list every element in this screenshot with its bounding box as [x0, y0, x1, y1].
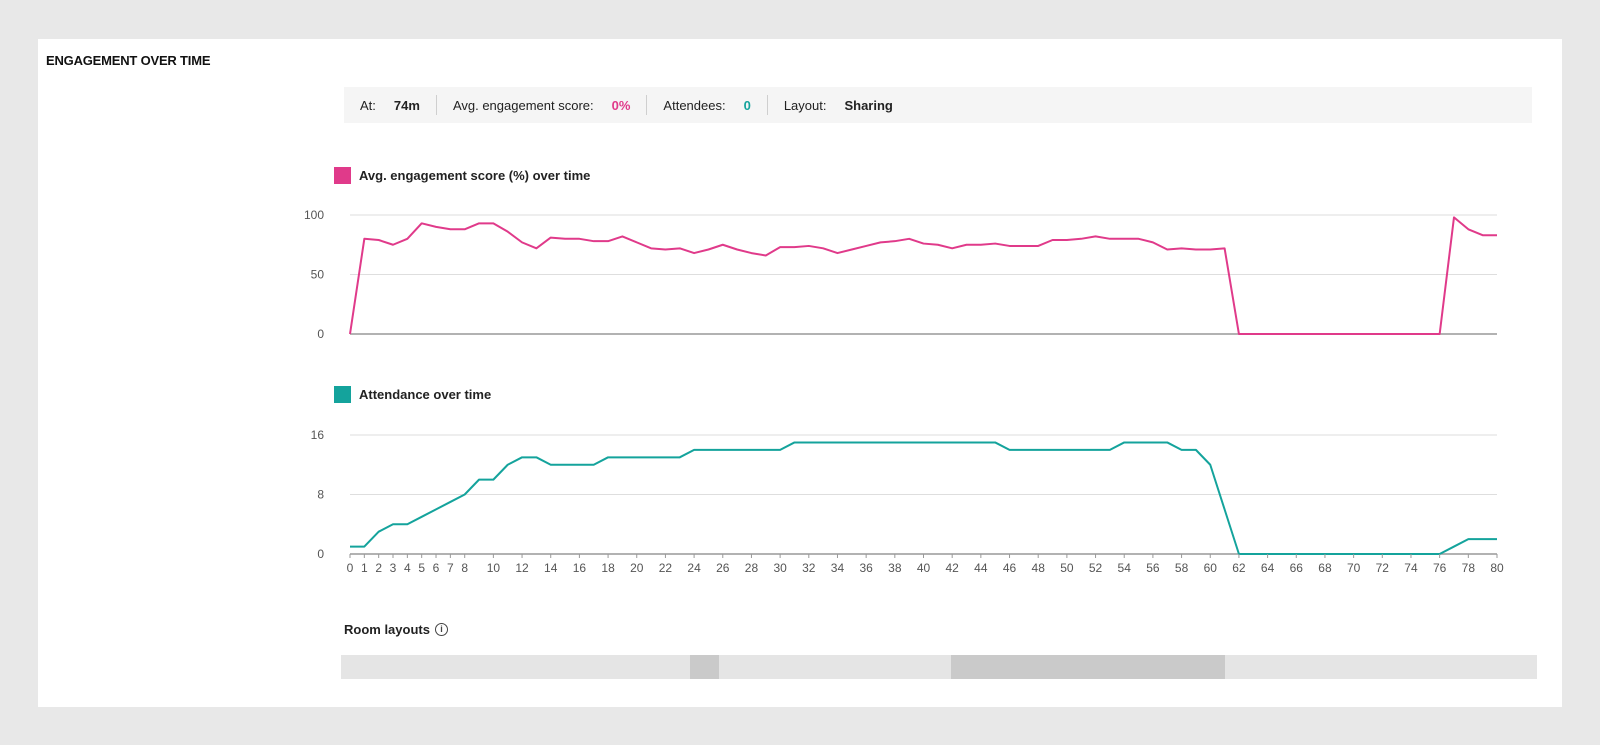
- attendance-x-tick-label: 24: [687, 561, 701, 575]
- attendance-x-tick-label: 66: [1290, 561, 1304, 575]
- attendance-y-tick-label: 8: [317, 488, 324, 502]
- attendance-x-tick-label: 48: [1032, 561, 1046, 575]
- engagement-chart-title: Avg. engagement score (%) over time: [359, 168, 591, 183]
- attendees-value: 0: [743, 97, 751, 113]
- engagement-card: ENGAGEMENT OVER TIME At: 74m Avg. engage…: [38, 39, 1562, 707]
- attendance-x-tick-label: 7: [447, 561, 454, 575]
- attendance-x-tick-label: 72: [1376, 561, 1390, 575]
- score-label: Avg. engagement score:: [452, 97, 594, 113]
- attendance-x-tick-label: 2: [375, 561, 382, 575]
- attendance-x-tick-label: 74: [1404, 561, 1418, 575]
- attendance-x-tick-label: 68: [1318, 561, 1332, 575]
- attendance-x-tick-label: 4: [404, 561, 411, 575]
- attendance-x-tick-label: 3: [390, 561, 397, 575]
- room-layouts-bar[interactable]: [341, 655, 1537, 679]
- attendance-x-tick-label: 78: [1462, 561, 1476, 575]
- attendance-x-tick-label: 10: [487, 561, 501, 575]
- attendance-legend-swatch: [334, 386, 351, 403]
- info-layout: Layout: Sharing: [766, 95, 909, 115]
- attendance-x-tick-label: 8: [461, 561, 468, 575]
- attendance-x-tick-label: 40: [917, 561, 931, 575]
- attendance-x-tick-label: 28: [745, 561, 759, 575]
- attendees-label: Attendees:: [663, 97, 726, 113]
- room-layouts-heading: Room layouts i: [344, 622, 448, 637]
- attendance-x-tick-label: 5: [418, 561, 425, 575]
- info-at: At: 74m: [344, 95, 436, 115]
- attendance-chart-title: Attendance over time: [359, 387, 492, 402]
- attendance-x-tick-label: 20: [630, 561, 644, 575]
- attendance-x-tick-label: 38: [888, 561, 902, 575]
- engagement-legend-swatch: [334, 167, 351, 184]
- attendance-x-tick-label: 22: [659, 561, 673, 575]
- attendance-x-tick-label: 64: [1261, 561, 1275, 575]
- layout-value: Sharing: [844, 97, 893, 113]
- info-icon[interactable]: i: [434, 623, 448, 636]
- engagement-y-tick-label: 50: [311, 268, 325, 282]
- engagement-y-tick-label: 100: [304, 208, 324, 222]
- attendance-x-tick-label: 18: [601, 561, 615, 575]
- info-score: Avg. engagement score: 0%: [435, 95, 646, 115]
- attendance-x-tick-label: 32: [802, 561, 816, 575]
- attendance-x-tick-label: 12: [515, 561, 529, 575]
- attendance-x-tick-label: 16: [573, 561, 587, 575]
- attendance-y-tick-label: 16: [311, 428, 325, 442]
- attendance-x-tick-label: 70: [1347, 561, 1361, 575]
- attendance-series-line: [350, 441, 1497, 555]
- room-layout-segment[interactable]: [950, 655, 1225, 679]
- attendance-x-tick-label: 6: [433, 561, 440, 575]
- attendance-x-tick-label: 52: [1089, 561, 1103, 575]
- attendance-x-tick-label: 80: [1490, 561, 1504, 575]
- attendance-x-tick-label: 54: [1118, 561, 1132, 575]
- attendance-x-tick-label: 76: [1433, 561, 1447, 575]
- engagement-y-tick-label: 0: [317, 327, 324, 341]
- engagement-series-line: [349, 216, 1497, 335]
- info-attendees: Attendees: 0: [646, 95, 766, 115]
- at-value: 74m: [393, 97, 420, 113]
- attendance-x-tick-label: 26: [716, 561, 730, 575]
- attendance-x-tick-label: 42: [945, 561, 959, 575]
- at-label: At:: [360, 97, 376, 113]
- attendance-x-tick-label: 0: [347, 561, 354, 575]
- attendance-x-tick-label: 62: [1232, 561, 1246, 575]
- attendance-x-tick-label: 44: [974, 561, 988, 575]
- section-title: ENGAGEMENT OVER TIME: [46, 53, 211, 68]
- info-bar: At: 74m Avg. engagement score: 0% Attend…: [344, 87, 1532, 123]
- attendance-x-tick-label: 34: [831, 561, 845, 575]
- room-layouts-title: Room layouts: [344, 622, 430, 637]
- attendance-x-tick-label: 36: [859, 561, 873, 575]
- attendance-x-tick-label: 58: [1175, 561, 1189, 575]
- engagement-legend: Avg. engagement score (%) over time: [334, 167, 590, 184]
- attendance-x-tick-label: 30: [773, 561, 787, 575]
- attendance-x-tick-label: 50: [1060, 561, 1074, 575]
- attendance-x-tick-label: 60: [1204, 561, 1218, 575]
- attendance-x-tick-label: 56: [1146, 561, 1160, 575]
- layout-label: Layout:: [783, 97, 827, 113]
- score-value: 0%: [611, 97, 631, 113]
- attendance-x-tick-label: 46: [1003, 561, 1017, 575]
- attendance-legend: Attendance over time: [334, 386, 491, 403]
- attendance-y-tick-label: 0: [317, 547, 324, 561]
- attendance-x-tick-label: 14: [544, 561, 558, 575]
- attendance-x-tick-label: 1: [361, 561, 368, 575]
- room-layout-segment[interactable]: [689, 655, 719, 679]
